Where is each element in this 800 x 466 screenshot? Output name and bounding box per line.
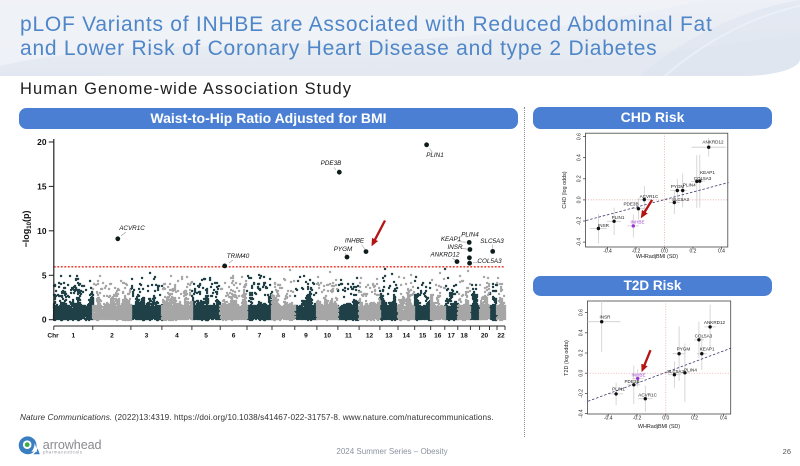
svg-text:2: 2	[110, 333, 114, 340]
svg-text:1: 1	[71, 333, 75, 340]
svg-text:PLIN1: PLIN1	[426, 152, 444, 159]
svg-text:9: 9	[304, 333, 308, 340]
svg-text:INHBE: INHBE	[631, 373, 645, 378]
svg-text:22: 22	[497, 333, 505, 340]
svg-text:PLIN4: PLIN4	[461, 232, 479, 239]
svg-text:ACVR1C: ACVR1C	[640, 194, 659, 199]
svg-text:PLIN1: PLIN1	[612, 386, 625, 391]
svg-text:3: 3	[145, 333, 149, 340]
svg-text:PYGM: PYGM	[677, 347, 691, 352]
svg-text:13: 13	[385, 333, 393, 340]
svg-text:-0.4: -0.4	[577, 238, 583, 247]
svg-text:11: 11	[345, 333, 352, 340]
svg-text:SLC5A3: SLC5A3	[667, 369, 685, 374]
svg-text:0.0: 0.0	[578, 370, 584, 377]
svg-text:0.4: 0.4	[578, 329, 584, 336]
svg-text:arrowhead: arrowhead	[43, 438, 102, 452]
svg-text:PLIN4: PLIN4	[683, 183, 696, 188]
svg-text:CHD (log odds): CHD (log odds)	[562, 171, 568, 208]
svg-text:0.2: 0.2	[691, 416, 698, 422]
svg-text:T2D (log odds): T2D (log odds)	[564, 340, 570, 376]
svg-text:12: 12	[366, 333, 374, 340]
svg-text:ANKRD12: ANKRD12	[704, 320, 726, 325]
svg-text:SLC5A3: SLC5A3	[480, 238, 504, 245]
svg-text:0: 0	[42, 315, 47, 325]
svg-text:KEAP1: KEAP1	[441, 236, 461, 243]
svg-text:PDE3B: PDE3B	[321, 160, 342, 167]
svg-text:18: 18	[460, 333, 468, 340]
svg-text:Chr: Chr	[47, 333, 59, 340]
svg-text:7: 7	[258, 333, 262, 340]
svg-text:14: 14	[403, 333, 411, 340]
svg-text:PLIN4: PLIN4	[684, 368, 697, 373]
svg-text:15: 15	[37, 181, 47, 191]
svg-text:0.0: 0.0	[661, 249, 668, 255]
svg-text:INHBE: INHBE	[630, 220, 644, 225]
svg-text:5: 5	[42, 270, 47, 280]
svg-text:INHBE: INHBE	[345, 238, 365, 245]
svg-text:ANKRD12: ANKRD12	[702, 140, 724, 145]
svg-text:COL5A3: COL5A3	[477, 258, 502, 265]
svg-text:COL5A3: COL5A3	[695, 334, 713, 339]
svg-text:0.4: 0.4	[718, 249, 725, 255]
svg-text:INSR: INSR	[598, 223, 610, 228]
svg-text:6: 6	[232, 333, 236, 340]
svg-text:ANKRD12: ANKRD12	[429, 252, 460, 259]
svg-text:KEAP1: KEAP1	[700, 347, 715, 352]
svg-text:10: 10	[37, 226, 47, 236]
svg-text:0.4: 0.4	[720, 416, 727, 422]
svg-text:ACVR1C: ACVR1C	[118, 225, 145, 232]
svg-text:8: 8	[282, 333, 286, 340]
svg-text:0.0: 0.0	[662, 416, 669, 422]
svg-text:0.2: 0.2	[690, 249, 697, 255]
svg-text:KEAP1: KEAP1	[700, 170, 715, 175]
svg-text:0.2: 0.2	[577, 175, 583, 182]
svg-text:0.4: 0.4	[577, 154, 583, 161]
svg-text:15: 15	[419, 333, 427, 340]
svg-text:SLC5A3: SLC5A3	[672, 197, 690, 202]
svg-text:4: 4	[175, 333, 179, 340]
svg-text:pharmaceuticals: pharmaceuticals	[43, 450, 83, 455]
svg-text:20: 20	[481, 333, 489, 340]
svg-text:0.2: 0.2	[578, 349, 584, 356]
svg-text:-0.2: -0.2	[633, 416, 642, 422]
svg-text:20: 20	[37, 137, 47, 147]
svg-text:−log10(p): −log10(p)	[21, 211, 33, 248]
svg-text:PDE3B: PDE3B	[623, 201, 638, 206]
svg-text:5: 5	[204, 333, 208, 340]
svg-text:-0.2: -0.2	[577, 216, 583, 225]
svg-text:PDE3B: PDE3B	[624, 379, 639, 384]
svg-text:WHRadjBMI (SD): WHRadjBMI (SD)	[636, 254, 678, 260]
svg-text:-0.2: -0.2	[578, 389, 584, 398]
svg-text:PYGM: PYGM	[334, 246, 353, 253]
svg-text:INSR: INSR	[447, 244, 462, 251]
svg-text:PLIN1: PLIN1	[612, 215, 625, 220]
svg-text:17: 17	[448, 333, 456, 340]
svg-text:COL5A3: COL5A3	[694, 176, 712, 181]
svg-text:PYGM: PYGM	[671, 184, 685, 189]
svg-text:INSR: INSR	[600, 315, 612, 320]
svg-text:16: 16	[434, 333, 442, 340]
svg-text:ACVR1C: ACVR1C	[638, 393, 657, 398]
svg-text:WHRadjBMI (SD): WHRadjBMI (SD)	[638, 424, 680, 430]
svg-text:0.6: 0.6	[577, 133, 583, 140]
svg-text:-0.4: -0.4	[578, 409, 584, 418]
svg-text:-0.2: -0.2	[632, 249, 641, 255]
svg-text:-0.4: -0.4	[604, 416, 613, 422]
svg-text:10: 10	[324, 333, 332, 340]
svg-text:TRIM40: TRIM40	[227, 253, 250, 260]
svg-text:0.0: 0.0	[577, 196, 583, 203]
svg-text:-0.4: -0.4	[603, 249, 612, 255]
svg-text:0.6: 0.6	[578, 309, 584, 316]
